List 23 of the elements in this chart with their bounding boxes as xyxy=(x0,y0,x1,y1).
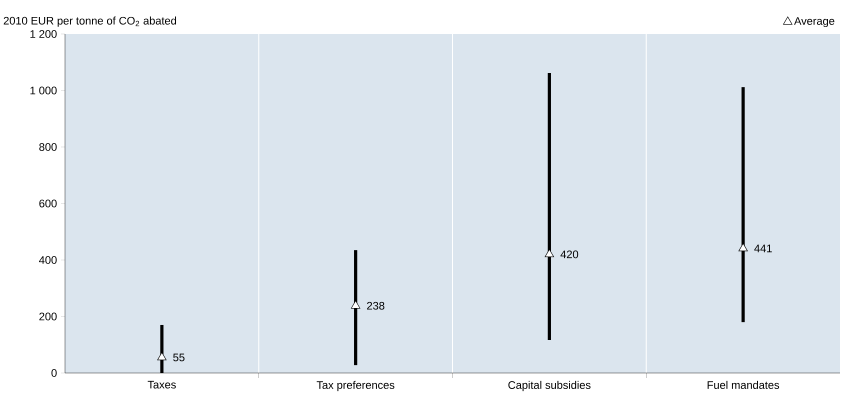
x-tick-label: Taxes xyxy=(148,380,176,389)
y-tick-label: 0 xyxy=(51,369,57,377)
data-label: 441 xyxy=(754,244,772,252)
y-axis-title: 2010 EUR per tonne of CO$_{2}$ abated xyxy=(4,16,176,27)
bar xyxy=(548,72,551,340)
legend-label: Average xyxy=(794,17,834,28)
point xyxy=(350,300,360,309)
bar xyxy=(742,87,745,322)
y-tick-label: 400 xyxy=(39,256,57,264)
data-label: 238 xyxy=(367,302,384,310)
point xyxy=(544,249,554,258)
y-tick-label: 800 xyxy=(39,143,57,151)
x-tick-label: Fuel mandates xyxy=(708,380,780,389)
point xyxy=(157,352,167,360)
y-tick-label: 200 xyxy=(39,312,57,320)
y-tick-label: 1 200 xyxy=(30,30,57,38)
y-tick-label: 1 000 xyxy=(30,86,57,94)
point xyxy=(738,243,748,252)
x-tick-label: Capital subsidies xyxy=(508,380,591,392)
data-label: 420 xyxy=(560,250,578,258)
data-label: 55 xyxy=(173,354,185,362)
x-tick-label: Tax preferences xyxy=(316,380,394,392)
y-tick-label: 600 xyxy=(39,200,57,208)
